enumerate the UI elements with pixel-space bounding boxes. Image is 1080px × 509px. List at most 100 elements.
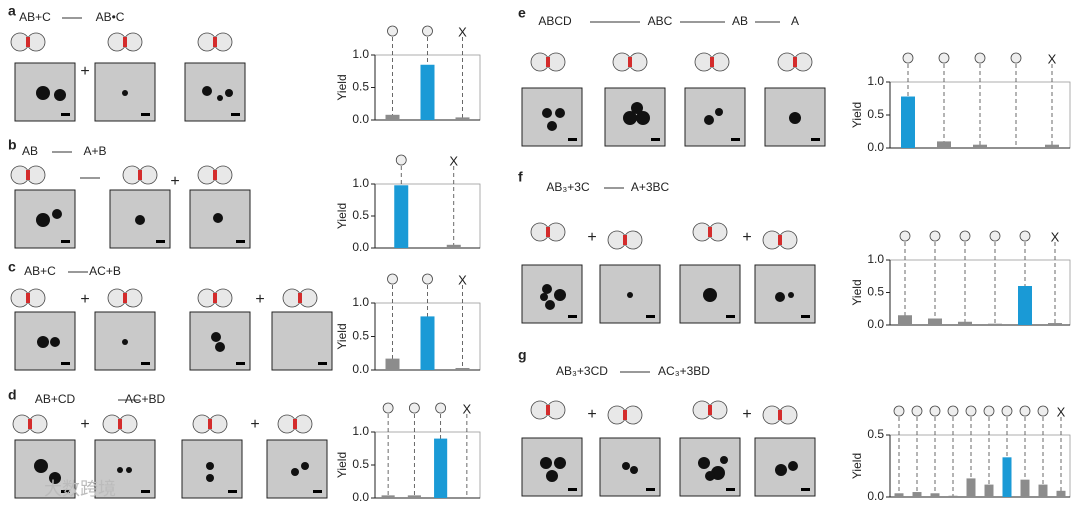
- equation-term: AB₃+3C: [546, 180, 590, 194]
- scale-bar: [568, 488, 577, 491]
- operator: +: [80, 416, 89, 433]
- y-tick-label: 0.5: [352, 208, 369, 222]
- scale-bar: [236, 240, 245, 243]
- operator: +: [250, 416, 259, 433]
- scale-bar: [726, 488, 735, 491]
- linker-icon: [778, 410, 782, 420]
- linker-icon: [793, 57, 797, 67]
- bar: [446, 244, 461, 248]
- product-icon: [1001, 405, 1013, 417]
- nanoparticle: [545, 300, 555, 310]
- product-icon: [974, 52, 986, 64]
- tem-image: [599, 437, 661, 497]
- nanoparticle: [202, 86, 212, 96]
- tem-image: [679, 437, 741, 497]
- nanoparticle: [630, 466, 638, 474]
- linker-icon: [213, 170, 217, 180]
- linker-icon: [293, 419, 297, 429]
- scale-bar: [141, 113, 150, 116]
- nanoparticle: [122, 339, 128, 345]
- scale-bar: [313, 490, 322, 493]
- y-tick-label: 1.0: [352, 295, 369, 309]
- y-axis-label: Yield: [850, 102, 864, 128]
- operator: +: [587, 229, 596, 246]
- nanoparticle: [117, 467, 123, 473]
- bar: [381, 495, 395, 498]
- nanoparticle: [715, 108, 723, 116]
- tem-image: [684, 87, 746, 147]
- scale-bar: [141, 490, 150, 493]
- linker-icon: [778, 235, 782, 245]
- linker-icon: [26, 170, 30, 180]
- nanoparticle: [720, 456, 728, 464]
- linker-icon: [546, 57, 550, 67]
- scale-bar: [156, 240, 165, 243]
- nanoparticle: [301, 462, 309, 470]
- scale-bar: [811, 138, 820, 141]
- panel-label: b: [8, 137, 17, 153]
- equation-term: A+3BC: [631, 180, 670, 194]
- linker-icon: [628, 57, 632, 67]
- linker-icon: [118, 419, 122, 429]
- equation-term: AB: [732, 14, 748, 28]
- product-icon: [911, 405, 923, 417]
- nanoparticle: [542, 284, 552, 294]
- nanoparticle: [703, 288, 717, 302]
- product-icon: [408, 402, 420, 414]
- product-icon: [387, 25, 398, 37]
- bar: [407, 495, 421, 498]
- tem-image: [521, 437, 583, 497]
- equation-term: AB₃+3CD: [556, 364, 608, 378]
- nanoparticle: [215, 342, 225, 352]
- linker-icon: [708, 405, 712, 415]
- y-tick-label: 0.5: [352, 80, 369, 94]
- tem-image: [266, 439, 328, 499]
- bar: [988, 323, 1002, 325]
- scale-bar: [318, 362, 327, 365]
- equation-term: A: [791, 14, 799, 28]
- scale-bar: [646, 488, 655, 491]
- bar: [901, 96, 915, 148]
- tem-image: [754, 264, 816, 324]
- nanoparticle: [622, 462, 630, 470]
- product-icon: [1019, 405, 1031, 417]
- bar: [1056, 490, 1066, 497]
- scale-bar: [801, 488, 810, 491]
- category-label: X: [1051, 229, 1060, 244]
- linker-icon: [708, 227, 712, 237]
- equation-term: AC₃+3BD: [658, 364, 710, 378]
- scale-bar: [61, 490, 70, 493]
- nanoparticle: [52, 209, 62, 219]
- panel-label: e: [518, 5, 526, 21]
- y-axis-label: Yield: [335, 452, 349, 478]
- y-tick-label: 0.0: [352, 240, 369, 254]
- category-label: X: [458, 272, 467, 287]
- nanoparticle: [122, 90, 128, 96]
- y-tick-label: 1.0: [352, 176, 369, 190]
- scale-bar: [731, 138, 740, 141]
- bar: [1045, 144, 1059, 148]
- nanoparticle: [49, 472, 61, 484]
- y-tick-label: 1.0: [867, 74, 884, 88]
- nanoparticle: [540, 293, 548, 301]
- scale-bar: [236, 362, 245, 365]
- product-icon: [435, 402, 447, 414]
- y-axis-label: Yield: [850, 279, 864, 305]
- y-tick-label: 1.0: [352, 424, 369, 438]
- bar: [385, 358, 400, 370]
- product-icon: [1010, 52, 1022, 64]
- category-label: X: [463, 401, 472, 416]
- tem-image: [189, 311, 251, 371]
- bar: [385, 114, 400, 120]
- product-icon: [959, 230, 971, 242]
- tem-image: [189, 189, 251, 249]
- category-label: X: [1048, 51, 1057, 66]
- bar: [937, 141, 951, 148]
- operator: +: [255, 291, 264, 308]
- scale-bar: [231, 113, 240, 116]
- scale-bar: [651, 138, 660, 141]
- bar: [420, 64, 435, 120]
- equation-term: A+B: [83, 144, 106, 158]
- y-axis-label: Yield: [335, 203, 349, 229]
